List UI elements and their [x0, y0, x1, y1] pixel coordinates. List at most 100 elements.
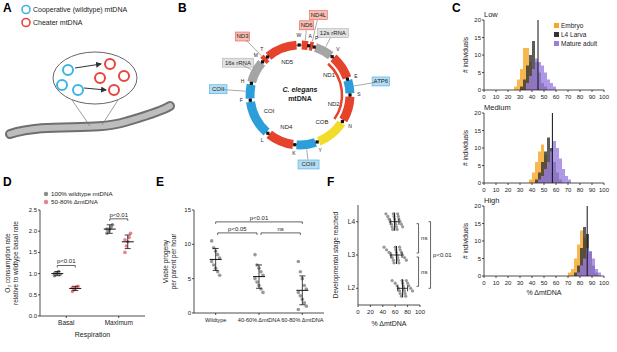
trna-label: W [297, 32, 302, 38]
point [259, 270, 263, 274]
trna-mark [341, 120, 344, 123]
inset [53, 52, 137, 104]
bar [571, 269, 574, 276]
tick-label: 50 [541, 187, 548, 193]
tick-label: 70 [565, 94, 572, 100]
tick-label: 100 [415, 309, 426, 315]
trna-label: N [348, 123, 352, 129]
panel-label: F [327, 175, 334, 189]
error-bar [125, 235, 131, 249]
legend-symbol [44, 192, 48, 196]
tick [358, 305, 359, 307]
tick [568, 90, 569, 92]
bar [526, 66, 529, 91]
tick-label: 1.5 [29, 249, 38, 255]
gene-box [235, 32, 249, 41]
point [259, 287, 263, 291]
trna-mark [298, 43, 301, 46]
tick [496, 276, 497, 278]
point [253, 277, 257, 281]
bar [574, 259, 577, 277]
tick [580, 276, 581, 278]
bar [580, 266, 583, 277]
tick-label: 0 [482, 280, 486, 286]
plot-area [514, 20, 556, 90]
tick [544, 90, 545, 92]
tick-label: 2.5 [29, 207, 38, 213]
trna-mark [266, 132, 269, 135]
tick-label: 70 [565, 280, 572, 286]
gene-arc [348, 80, 350, 93]
tick [604, 276, 605, 278]
gene-label: ND6 [301, 22, 314, 28]
tick [356, 221, 358, 222]
point [411, 289, 414, 292]
tick [482, 130, 484, 131]
tick [604, 183, 605, 185]
panel-label: B [178, 1, 187, 15]
tick [592, 90, 593, 92]
tick-label: L4 [348, 218, 356, 225]
point [397, 261, 400, 264]
bar [559, 159, 562, 184]
gene-arc [250, 102, 266, 132]
legend-symbol [44, 200, 48, 204]
bar [529, 180, 532, 184]
tick [484, 90, 485, 92]
tick-label: 20 [474, 110, 481, 116]
gene-label: COIII [302, 161, 316, 167]
axis-line [40, 210, 41, 316]
error-bar [299, 276, 305, 305]
legend-label: Embryo [561, 22, 584, 30]
point [409, 287, 412, 290]
wildtype-mtdna [63, 65, 73, 75]
arrow [84, 88, 106, 90]
plot-area [529, 113, 571, 183]
bar [553, 141, 556, 183]
tick [544, 276, 545, 278]
point [210, 239, 214, 243]
point [129, 232, 133, 236]
gene-label: 16s rRNA [225, 60, 251, 66]
tick [508, 276, 509, 278]
tick [556, 276, 557, 278]
annotation: p<0.01 [250, 215, 269, 221]
tick [370, 305, 371, 307]
gene-label: COII [212, 86, 225, 92]
tick-label: 40 [379, 309, 386, 315]
gene-arc [269, 134, 293, 144]
tick-label: 20 [474, 17, 481, 23]
tick [520, 90, 521, 92]
point [255, 280, 259, 284]
bar [541, 162, 544, 183]
axis-line [194, 210, 195, 313]
point [297, 260, 301, 264]
bar [565, 176, 568, 183]
tick [482, 55, 484, 56]
tick-label: 20 [474, 203, 481, 209]
gene-arc [302, 41, 308, 51]
tick-label: 0 [482, 187, 486, 193]
tick [556, 90, 557, 92]
bar [526, 48, 529, 90]
gene-label: ATP6 [374, 78, 389, 84]
bar [544, 152, 547, 184]
point [392, 261, 395, 264]
tick-label: 1.0 [29, 271, 38, 277]
tick-label: 15 [474, 128, 481, 134]
tick [259, 313, 260, 315]
tick-label: 20 [505, 94, 512, 100]
bar [529, 55, 532, 90]
chart-title: Low [484, 10, 498, 19]
legend-label: 100% wildtype mtDNA [51, 190, 113, 197]
figure: ABCDEFCooperative (wildtype) mtDNACheate… [0, 0, 617, 352]
gene-arc [315, 47, 330, 55]
tick-label: 10 [474, 52, 481, 58]
axis-label: % ΔmtDNA [526, 289, 561, 296]
tick [532, 276, 533, 278]
tick-label: 40-60% ΔmtDNA [238, 317, 281, 323]
gene-box [298, 160, 319, 169]
axis-label: per parent per hour [170, 233, 178, 289]
gene-label: ND5 [281, 59, 294, 65]
legend-symbol [22, 6, 30, 14]
